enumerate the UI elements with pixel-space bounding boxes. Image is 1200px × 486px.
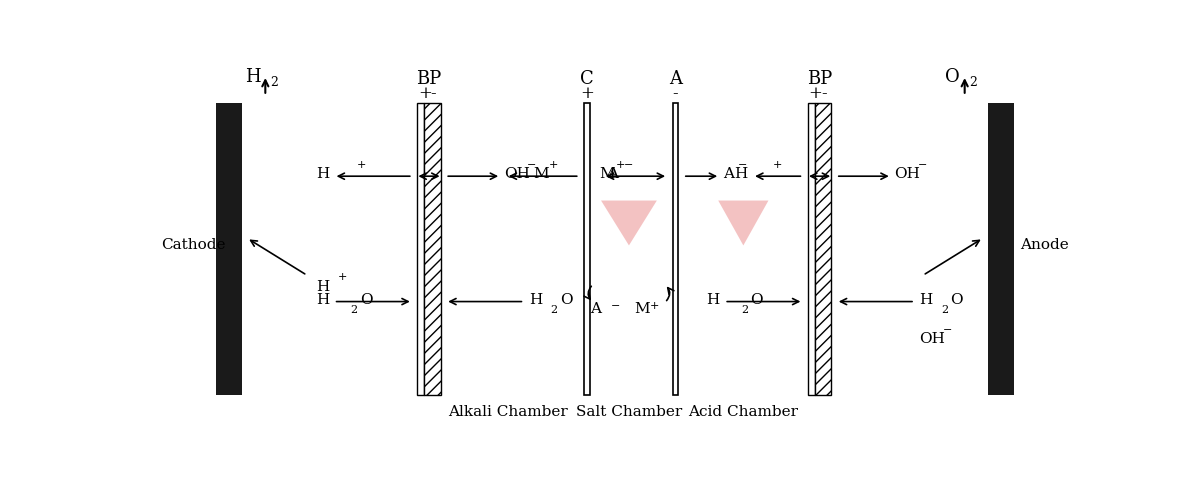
Text: M: M bbox=[534, 167, 550, 181]
Text: O: O bbox=[559, 293, 572, 307]
Text: H: H bbox=[316, 167, 329, 181]
Polygon shape bbox=[719, 201, 768, 245]
Text: -: - bbox=[431, 86, 436, 103]
Text: OH: OH bbox=[919, 332, 946, 346]
Bar bbox=[815, 103, 832, 395]
Text: O: O bbox=[360, 293, 372, 307]
Text: Salt Chamber: Salt Chamber bbox=[576, 405, 682, 419]
Text: O: O bbox=[946, 68, 960, 86]
Bar bbox=[216, 103, 242, 395]
Text: BP: BP bbox=[806, 70, 833, 88]
Text: O: O bbox=[950, 293, 962, 307]
Text: −: − bbox=[943, 325, 953, 335]
Text: BP: BP bbox=[416, 70, 442, 88]
Bar bbox=[673, 103, 678, 395]
Text: −: − bbox=[527, 160, 536, 170]
Bar bbox=[808, 103, 815, 395]
Text: +: + bbox=[649, 301, 659, 311]
Text: A: A bbox=[590, 302, 601, 316]
Text: +: + bbox=[616, 160, 625, 170]
Text: A: A bbox=[668, 70, 682, 88]
Bar bbox=[584, 103, 590, 395]
Text: H: H bbox=[529, 293, 542, 307]
Text: OH: OH bbox=[894, 167, 920, 181]
Text: 2: 2 bbox=[970, 76, 977, 89]
Text: OH: OH bbox=[504, 167, 529, 181]
Text: Anode: Anode bbox=[1020, 239, 1069, 252]
Text: 2: 2 bbox=[941, 305, 948, 315]
Text: 2: 2 bbox=[551, 305, 558, 315]
Text: M: M bbox=[634, 302, 649, 316]
Text: +: + bbox=[809, 86, 822, 103]
Text: −: − bbox=[918, 160, 928, 170]
Text: −: − bbox=[624, 160, 634, 170]
Text: +: + bbox=[418, 86, 432, 103]
Bar bbox=[418, 103, 425, 395]
Bar bbox=[988, 103, 1014, 395]
Text: +: + bbox=[580, 86, 594, 103]
Text: C: C bbox=[581, 70, 594, 88]
Text: 2: 2 bbox=[270, 76, 278, 89]
Text: -: - bbox=[673, 86, 678, 103]
Text: 2: 2 bbox=[742, 305, 748, 315]
Text: +: + bbox=[356, 160, 366, 170]
Text: H: H bbox=[734, 167, 748, 181]
Text: O: O bbox=[750, 293, 763, 307]
Text: -: - bbox=[821, 86, 827, 103]
Text: −: − bbox=[611, 301, 620, 311]
Text: A: A bbox=[722, 167, 734, 181]
Text: M: M bbox=[599, 167, 614, 181]
Text: H: H bbox=[707, 293, 720, 307]
Text: Alkali Chamber: Alkali Chamber bbox=[448, 405, 568, 419]
Text: +: + bbox=[338, 272, 347, 282]
Polygon shape bbox=[601, 201, 656, 245]
Text: H: H bbox=[919, 293, 932, 307]
Text: H: H bbox=[245, 68, 260, 86]
Text: +: + bbox=[548, 160, 558, 170]
Text: +: + bbox=[773, 160, 782, 170]
Text: 2: 2 bbox=[350, 305, 358, 315]
Text: H: H bbox=[316, 293, 329, 307]
Text: H: H bbox=[317, 279, 330, 294]
Text: Cathode: Cathode bbox=[161, 239, 226, 252]
Text: −: − bbox=[738, 160, 748, 170]
Bar bbox=[425, 103, 440, 395]
Text: A: A bbox=[607, 167, 618, 181]
Text: Acid Chamber: Acid Chamber bbox=[689, 405, 798, 419]
